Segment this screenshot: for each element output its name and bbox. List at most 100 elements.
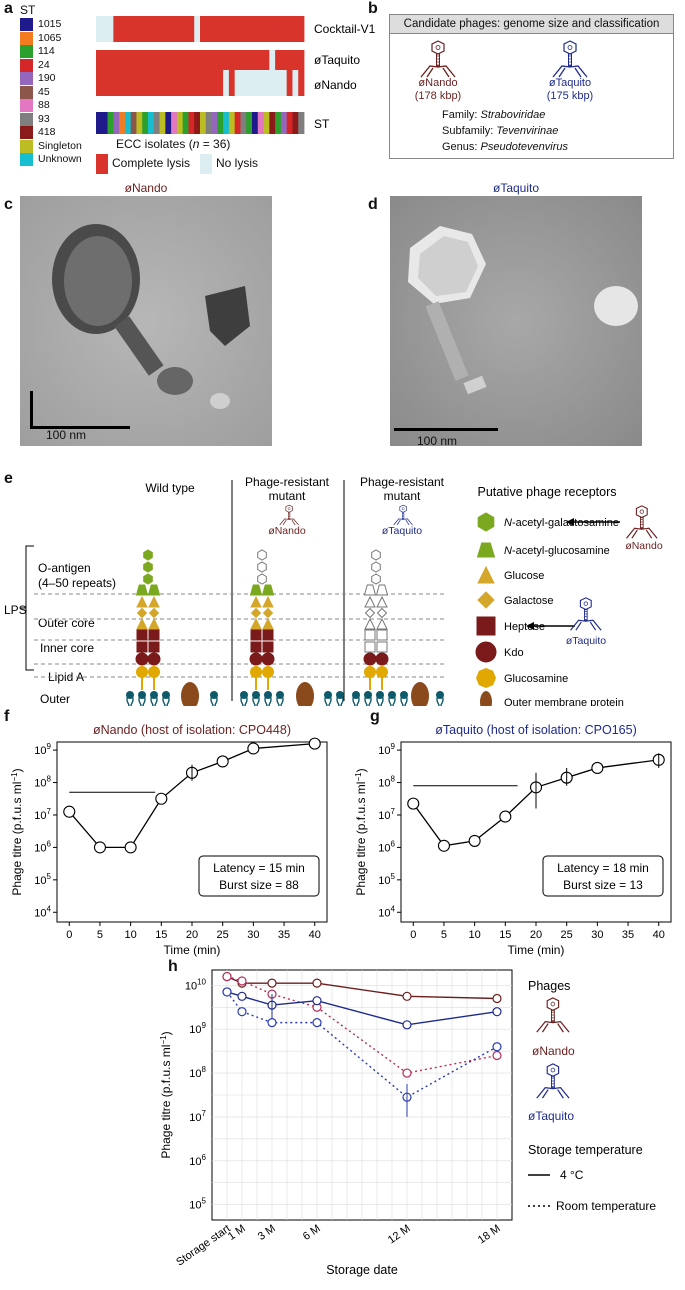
- triangle-glyph: [364, 595, 376, 608]
- x-tick-label: 25: [217, 929, 229, 941]
- lysis-cell: [211, 70, 218, 96]
- y-tick-label: 109: [34, 742, 51, 757]
- lysis-cell: [280, 70, 288, 96]
- panel-label-a: a: [4, 0, 13, 17]
- y-axis-label: Phage titre (p.f.u.s ml−1): [354, 768, 368, 895]
- data-point: [492, 993, 502, 1004]
- lysis-cell: [234, 70, 241, 96]
- x-tick-label: 30: [591, 929, 603, 941]
- heatmap-row-label: Cocktail-V1: [314, 22, 376, 36]
- ecc-isolates-label: ECC isolates (n = 36): [116, 137, 231, 151]
- trapezoid-glyph: [249, 584, 263, 596]
- candidate-phages-box: Candidate phages: genome size and classi…: [389, 14, 674, 159]
- x-tick-label: 15: [155, 929, 167, 941]
- st-cell: [171, 112, 178, 134]
- triangle-glyph: [148, 595, 160, 608]
- panel-label-d: d: [368, 196, 378, 213]
- trapezoid-glyph: [261, 584, 275, 596]
- lysis-cell: [200, 70, 207, 96]
- data-point: [437, 839, 451, 852]
- x-tick-label: 25: [561, 929, 573, 941]
- st-swatch: [20, 18, 33, 31]
- receptors-title: Putative phage receptors: [478, 485, 617, 499]
- lysis-cell: [113, 50, 120, 70]
- x-tick-label: 5: [441, 929, 447, 941]
- x-tick-label: 0: [410, 929, 416, 941]
- lysis-cell: [211, 16, 218, 42]
- y-tick-label: 104: [378, 904, 395, 919]
- st-swatch: [20, 126, 33, 139]
- square-glyph: [376, 629, 388, 641]
- glucosamine-legend-glyph: [476, 668, 496, 688]
- data-point: [124, 841, 137, 854]
- lysis-cell: [142, 16, 149, 42]
- lysis-cell: [292, 16, 299, 42]
- lysis-cell: [182, 16, 189, 42]
- lysis-cell: [257, 70, 264, 96]
- st-legend-item: 93: [20, 112, 50, 126]
- glucosamine-glyph: [136, 666, 148, 678]
- st-cell: [257, 112, 264, 134]
- layer-outer-membrane-1: Outer: [40, 692, 70, 706]
- x-tick-label: Storage start: [174, 1223, 232, 1269]
- x-tick-label: 20: [530, 929, 542, 941]
- x-tick-label: 1 M: [226, 1223, 248, 1243]
- st-cell: [148, 112, 155, 134]
- no-lysis-swatch: [200, 154, 212, 174]
- lysis-cell: [240, 50, 247, 70]
- lysis-cell: [217, 50, 224, 70]
- y-tick-label: 104: [34, 904, 51, 919]
- lysis-cell: [171, 70, 178, 96]
- data-point: [468, 834, 481, 847]
- col2-phage-label: øNando: [268, 525, 306, 537]
- hexagon-glyph: [257, 561, 267, 573]
- st-swatch: [20, 45, 33, 58]
- st-cell: [263, 112, 270, 134]
- panel-label-g: g: [370, 708, 380, 725]
- chart-nando-growth: øNando (host of isolation: CPO448) 0 5 10 15…: [10, 723, 328, 957]
- st-cell: [280, 112, 288, 134]
- glucosamine-glyph: [376, 666, 388, 678]
- trapezoid-glyph: [135, 584, 149, 596]
- info-box: [198, 855, 320, 897]
- lysis-cell: [217, 16, 224, 42]
- st-cell: [136, 112, 143, 134]
- lysis-cell: [148, 50, 155, 70]
- hexagon-glyph: [143, 549, 153, 561]
- st-cell: [101, 112, 108, 134]
- lysis-cell: [159, 70, 166, 96]
- lysis-cell: [205, 70, 212, 96]
- st-swatch: [20, 58, 33, 72]
- lysis-cell: [153, 70, 160, 96]
- nando-name-size: øNando (178 kbp): [414, 77, 462, 102]
- y-tick-label: 106: [34, 839, 51, 854]
- micrograph-c-title: øNando: [124, 181, 168, 195]
- lysis-cell: [217, 70, 224, 96]
- st-cell: [205, 112, 212, 134]
- diamond-glyph: [364, 607, 376, 619]
- lysis-cell: [136, 50, 143, 70]
- lysis-cell: [107, 70, 114, 96]
- data-point: [492, 1007, 502, 1017]
- heatmap-row-label: ST: [314, 117, 330, 131]
- lysis-cell: [252, 16, 259, 42]
- lysis-cell: [142, 70, 149, 96]
- lysis-cell: [257, 16, 264, 42]
- arrow-taquito-icon: [570, 597, 602, 631]
- layer-inner-core: Inner core: [40, 641, 94, 655]
- x-tick-label: 15: [499, 929, 511, 941]
- hexagon-glyph: [477, 512, 495, 532]
- lysis-cell: [171, 50, 178, 70]
- data-point: [312, 1018, 322, 1028]
- lysis-cell: [246, 16, 253, 42]
- st-cell: [194, 112, 201, 134]
- st-cell: [130, 112, 137, 134]
- hexagon-glyph: [371, 549, 381, 561]
- triangle-glyph: [262, 617, 274, 630]
- lysis-cell: [252, 50, 259, 70]
- st-cell: [217, 112, 224, 134]
- complete-lysis-swatch: [96, 154, 108, 174]
- st-legend-item: 190: [20, 72, 56, 85]
- y-tick-label: 105: [378, 872, 395, 887]
